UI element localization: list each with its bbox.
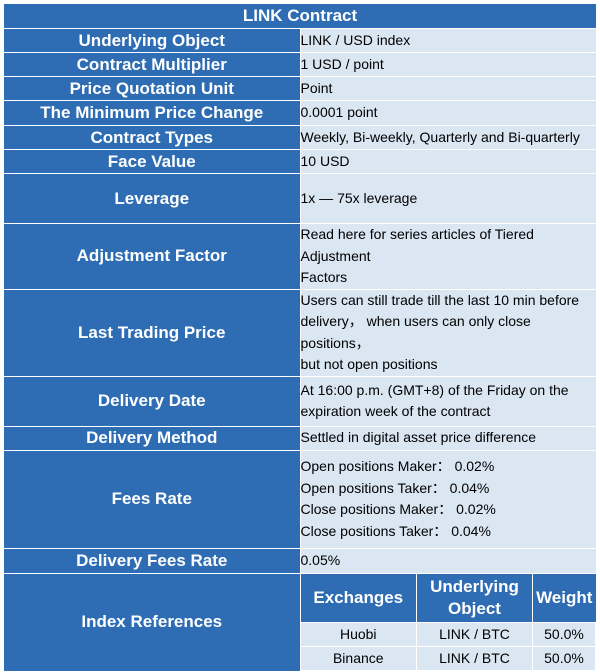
value-fees-rate: Open positions Maker： 0.02% Open positio…: [299, 449, 597, 549]
header-weight: Weight: [532, 573, 596, 623]
label-contract-multiplier: Contract Multiplier: [3, 52, 301, 77]
label-underlying-object: Underlying Object: [3, 28, 301, 53]
label-contract-types: Contract Types: [3, 125, 301, 150]
label-last-trading-price: Last Trading Price: [3, 288, 301, 377]
header-underlying-object: Underlying Object: [416, 573, 533, 623]
index-references-table: Exchanges Underlying Object Weight Huobi …: [300, 573, 596, 671]
value-line: Open positions Taker： 0.04%: [300, 479, 490, 496]
weight-cell: 50.0%: [532, 621, 596, 647]
value-underlying-object: LINK / USD index: [299, 28, 597, 53]
link-contract-table: LINK Contract Underlying Object LINK / U…: [3, 3, 597, 672]
value-line: Open positions Maker： 0.02%: [300, 458, 495, 474]
value-line: Users can still trade till the last 10 m…: [300, 291, 580, 308]
value-line: 1 USD / point: [300, 55, 384, 72]
exchange-cell: Binance: [300, 645, 417, 671]
label-delivery-fees-rate: Delivery Fees Rate: [3, 547, 301, 574]
value-line: 1x — 75x leverage: [300, 189, 418, 206]
label-delivery-method: Delivery Method: [3, 425, 301, 451]
exchange-cell: Huobi: [300, 621, 417, 647]
value-line: Point: [300, 79, 333, 96]
value-line: Settled in digital asset price differenc…: [300, 429, 537, 446]
value-minimum-price-change: 0.0001 point: [299, 100, 597, 126]
value-last-trading-price: Users can still trade till the last 10 m…: [299, 288, 597, 377]
value-line: Weekly, Bi-weekly, Quarterly and Bi-quar…: [300, 128, 580, 145]
value-line: At 16:00 p.m. (GMT+8) of the Friday on t…: [300, 381, 569, 398]
label-face-value: Face Value: [3, 149, 301, 174]
value-line: 0.0001 point: [300, 104, 378, 121]
value-face-value: 10 USD: [299, 149, 597, 174]
value-line: Read here for series articles of Tiered …: [300, 226, 534, 264]
table-row: Binance LINK / BTC 50.0%: [300, 645, 596, 671]
underlying-cell: LINK / BTC: [416, 645, 533, 671]
label-leverage: Leverage: [3, 173, 301, 224]
value-leverage: 1x — 75x leverage: [299, 173, 597, 224]
label-index-references: Index References: [3, 572, 301, 672]
value-line: but not open positions: [300, 356, 438, 372]
label-price-quotation-unit: Price Quotation Unit: [3, 76, 301, 101]
header-underlying-object-text: Underlying Object: [417, 576, 532, 620]
label-delivery-date: Delivery Date: [3, 375, 301, 427]
value-adjustment-factor: Read here for series articles of Tiered …: [299, 223, 597, 290]
value-line: Factors: [300, 269, 348, 285]
value-line: 0.05%: [300, 551, 341, 568]
value-delivery-fees-rate: 0.05%: [299, 547, 597, 574]
value-line: 10 USD: [300, 152, 350, 169]
value-contract-multiplier: 1 USD / point: [299, 52, 597, 77]
value-line: expiration week of the contract: [300, 403, 491, 419]
index-references-cell: Exchanges Underlying Object Weight Huobi …: [299, 572, 597, 672]
label-adjustment-factor: Adjustment Factor: [3, 223, 301, 290]
label-minimum-price-change: The Minimum Price Change: [3, 100, 301, 126]
header-line: Object: [448, 598, 501, 618]
value-line: Close positions Maker： 0.02%: [300, 501, 496, 517]
table-title: LINK Contract: [3, 3, 597, 29]
value-line: delivery， when users can only close posi…: [300, 313, 531, 351]
value-price-quotation-unit: Point: [299, 76, 597, 101]
value-line: Close positions Taker： 0.04%: [300, 522, 491, 539]
value-line: LINK / USD index: [300, 31, 411, 48]
value-delivery-date: At 16:00 p.m. (GMT+8) of the Friday on t…: [299, 375, 597, 427]
header-line: Underlying: [430, 576, 519, 596]
underlying-cell: LINK / BTC: [416, 621, 533, 647]
header-exchanges: Exchanges: [300, 573, 417, 623]
value-contract-types: Weekly, Bi-weekly, Quarterly and Bi-quar…: [299, 125, 597, 150]
label-fees-rate: Fees Rate: [3, 449, 301, 549]
value-delivery-method: Settled in digital asset price differenc…: [299, 425, 597, 451]
weight-cell: 50.0%: [532, 645, 596, 671]
table-row: Huobi LINK / BTC 50.0%: [300, 621, 596, 647]
